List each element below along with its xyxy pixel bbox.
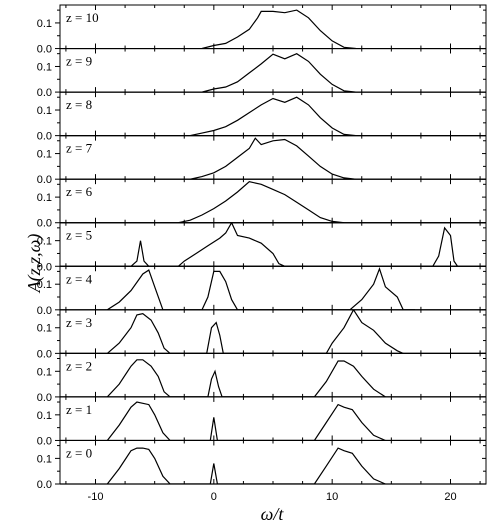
panels-group: 0.0 0.1 z = 10 0.0 0.1 z = 9 0.0 0.1 z = 8 0.0 0.1… (37, 4, 487, 491)
y-tick-label: 0.1 (37, 192, 52, 204)
y-tick-label: 0.0 (37, 87, 52, 99)
panel-frame (59, 309, 487, 354)
y-tick-label: 0.0 (37, 479, 52, 491)
panel: 0.0 0.1 z = 2 (37, 352, 487, 404)
series-line (201, 9, 356, 49)
panel: 0.0 0.1 z = 9 (37, 48, 487, 99)
x-axis-title: ω/t (261, 504, 285, 524)
series-line (106, 309, 404, 354)
panel: 0.0 0.1 z = 10 (37, 4, 487, 56)
y-tick-label: 0.0 (37, 392, 52, 404)
panel-frame (59, 178, 487, 224)
panel-label: z = 10 (66, 10, 99, 25)
series-line (106, 447, 386, 485)
series-line (190, 96, 356, 136)
y-tick-label: 0.1 (37, 323, 52, 335)
y-tick-label: 0.0 (37, 435, 52, 447)
panel: 0.0 0.1 z = 4 (37, 265, 487, 317)
panel-frame (59, 352, 487, 398)
panel-frame (59, 135, 487, 180)
y-tick-label: 0.0 (37, 44, 52, 56)
series-line (178, 181, 345, 223)
y-tick-label: 0.1 (37, 279, 52, 291)
y-tick-label: 0.1 (37, 366, 52, 378)
panel-label: z = 7 (66, 141, 93, 156)
y-tick-label: 0.0 (37, 218, 52, 230)
panel-label: z = 2 (66, 358, 92, 373)
panel-frame (59, 222, 487, 267)
x-tick-label: 10 (326, 491, 338, 503)
series-line (106, 267, 415, 310)
x-tick-label: 20 (444, 491, 456, 503)
x-tick-label: 0 (211, 491, 217, 503)
y-tick-label: 0.1 (37, 149, 52, 161)
series-line (201, 53, 356, 93)
y-tick-label: 0.0 (37, 174, 52, 186)
y-tick-label: 0.1 (37, 236, 52, 248)
y-tick-label: 0.1 (37, 105, 52, 117)
y-tick-label: 0.1 (37, 61, 52, 73)
panel-frame (59, 265, 487, 311)
panel: 0.0 0.1 z = 6 (37, 178, 487, 230)
panel-label: z = 8 (66, 97, 92, 112)
series-line (190, 137, 356, 180)
series-line (106, 359, 386, 397)
y-tick-label: 0.1 (37, 453, 52, 465)
y-tick-label: 0.1 (37, 410, 52, 422)
series-line (106, 401, 386, 441)
y-tick-label: 0.0 (37, 261, 52, 273)
y-axis-title: A(z,z,ω) (24, 234, 45, 294)
panel: 0.0 0.1 z = 3 (37, 309, 487, 360)
panel-label: z = 6 (66, 184, 93, 199)
panel: 0.0 0.1 z = 7 (37, 135, 487, 186)
y-tick-label: 0.0 (37, 131, 52, 143)
panel-label: z = 9 (66, 54, 92, 69)
y-tick-label: 0.0 (37, 305, 52, 317)
series-line (130, 222, 459, 267)
panel: 0.0 0.1 z = 1 (37, 396, 487, 447)
panel: 0.0 0.1 z = 0 (37, 439, 487, 491)
x-axis: -10 0 10 20 (88, 491, 457, 503)
panel-label: z = 5 (66, 228, 92, 243)
panel-label: z = 3 (66, 315, 92, 330)
panel: 0.0 0.1 z = 5 (37, 222, 487, 273)
y-tick-label: 0.1 (37, 18, 52, 30)
y-tick-label: 0.0 (37, 348, 52, 360)
x-tick-label: -10 (88, 491, 104, 503)
panel-label: z = 0 (66, 445, 92, 460)
panel-frame (59, 48, 487, 93)
panel: 0.0 0.1 z = 8 (37, 91, 487, 143)
panel-label: z = 4 (66, 271, 93, 286)
panel-label: z = 1 (66, 402, 92, 417)
